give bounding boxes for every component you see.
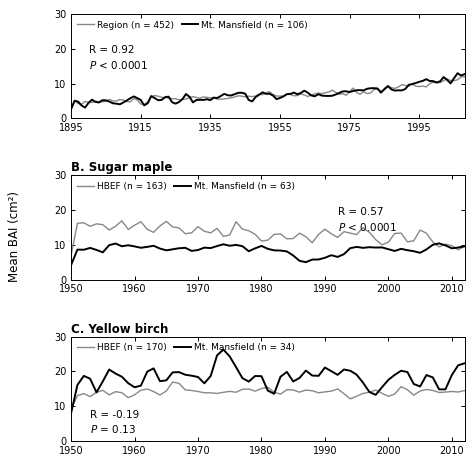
Line: Mt. Mansfield (n = 106): Mt. Mansfield (n = 106): [71, 73, 465, 109]
Line: Mt. Mansfield (n = 34): Mt. Mansfield (n = 34): [71, 349, 465, 413]
HBEF (n = 163): [119, 218, 125, 224]
Mt. Mansfield (n = 63): [68, 262, 74, 268]
Mt. Mansfield (n = 106): [368, 85, 374, 91]
Text: $\it{P}$ < 0.0001: $\it{P}$ < 0.0001: [337, 220, 397, 233]
Mt. Mansfield (n = 63): [456, 245, 461, 250]
HBEF (n = 163): [462, 244, 467, 249]
Line: Mt. Mansfield (n = 63): Mt. Mansfield (n = 63): [71, 243, 465, 265]
Legend: Region (n = 452), Mt. Mansfield (n = 106): Region (n = 452), Mt. Mansfield (n = 106…: [76, 19, 310, 31]
Mt. Mansfield (n = 34): [176, 369, 182, 375]
HBEF (n = 163): [271, 232, 277, 237]
Mt. Mansfield (n = 106): [322, 93, 328, 99]
Text: B. Sugar maple: B. Sugar maple: [71, 161, 173, 174]
Mt. Mansfield (n = 34): [189, 373, 194, 379]
Mt. Mansfield (n = 63): [341, 251, 347, 257]
HBEF (n = 170): [68, 407, 74, 412]
Text: C. Yellow birch: C. Yellow birch: [71, 323, 168, 336]
Region (n = 452): [221, 96, 227, 102]
Mt. Mansfield (n = 63): [462, 243, 467, 249]
HBEF (n = 163): [182, 231, 188, 237]
Mt. Mansfield (n = 63): [436, 240, 442, 246]
HBEF (n = 163): [456, 247, 461, 253]
Mt. Mansfield (n = 34): [271, 391, 277, 397]
HBEF (n = 163): [195, 224, 201, 229]
HBEF (n = 163): [347, 230, 353, 236]
Mt. Mansfield (n = 34): [347, 368, 353, 374]
Region (n = 452): [176, 97, 182, 103]
Text: $\it{P}$ = 0.13: $\it{P}$ = 0.13: [90, 423, 136, 436]
Mt. Mansfield (n = 63): [189, 248, 194, 254]
Region (n = 452): [68, 106, 74, 112]
Region (n = 452): [462, 74, 467, 80]
Mt. Mansfield (n = 106): [180, 96, 185, 102]
Legend: HBEF (n = 163), Mt. Mansfield (n = 63): HBEF (n = 163), Mt. Mansfield (n = 63): [76, 180, 297, 192]
HBEF (n = 170): [182, 387, 188, 393]
Line: Region (n = 452): Region (n = 452): [71, 77, 465, 109]
HBEF (n = 170): [347, 396, 353, 401]
HBEF (n = 170): [170, 379, 175, 385]
Mt. Mansfield (n = 106): [221, 91, 227, 97]
HBEF (n = 170): [259, 386, 264, 392]
Mt. Mansfield (n = 34): [259, 374, 264, 379]
Mt. Mansfield (n = 106): [68, 106, 74, 112]
Mt. Mansfield (n = 106): [462, 72, 467, 77]
Mt. Mansfield (n = 106): [176, 99, 182, 105]
Mt. Mansfield (n = 106): [113, 101, 119, 107]
Region (n = 452): [368, 90, 374, 96]
Text: Mean BAI (cm²): Mean BAI (cm²): [8, 191, 21, 283]
Text: R = 0.57: R = 0.57: [337, 207, 383, 217]
HBEF (n = 170): [195, 389, 201, 394]
Region (n = 452): [322, 90, 328, 96]
Mt. Mansfield (n = 34): [462, 361, 467, 366]
HBEF (n = 170): [271, 390, 277, 395]
Line: HBEF (n = 170): HBEF (n = 170): [71, 382, 465, 410]
Mt. Mansfield (n = 63): [265, 246, 271, 252]
Mt. Mansfield (n = 34): [456, 363, 461, 368]
Region (n = 452): [113, 98, 119, 104]
Text: R = -0.19: R = -0.19: [90, 410, 139, 419]
Region (n = 452): [180, 96, 185, 102]
Mt. Mansfield (n = 106): [455, 71, 460, 76]
Mt. Mansfield (n = 63): [176, 246, 182, 251]
Legend: HBEF (n = 170), Mt. Mansfield (n = 34): HBEF (n = 170), Mt. Mansfield (n = 34): [76, 341, 297, 354]
HBEF (n = 170): [456, 389, 461, 395]
Mt. Mansfield (n = 63): [252, 246, 258, 251]
Mt. Mansfield (n = 34): [68, 410, 74, 416]
Text: R = 0.92: R = 0.92: [89, 46, 134, 55]
HBEF (n = 170): [462, 388, 467, 393]
HBEF (n = 163): [68, 253, 74, 258]
Line: HBEF (n = 163): HBEF (n = 163): [71, 221, 465, 255]
HBEF (n = 163): [259, 238, 264, 244]
Text: $\it{P}$ < 0.0001: $\it{P}$ < 0.0001: [89, 59, 147, 71]
Mt. Mansfield (n = 34): [220, 346, 226, 352]
